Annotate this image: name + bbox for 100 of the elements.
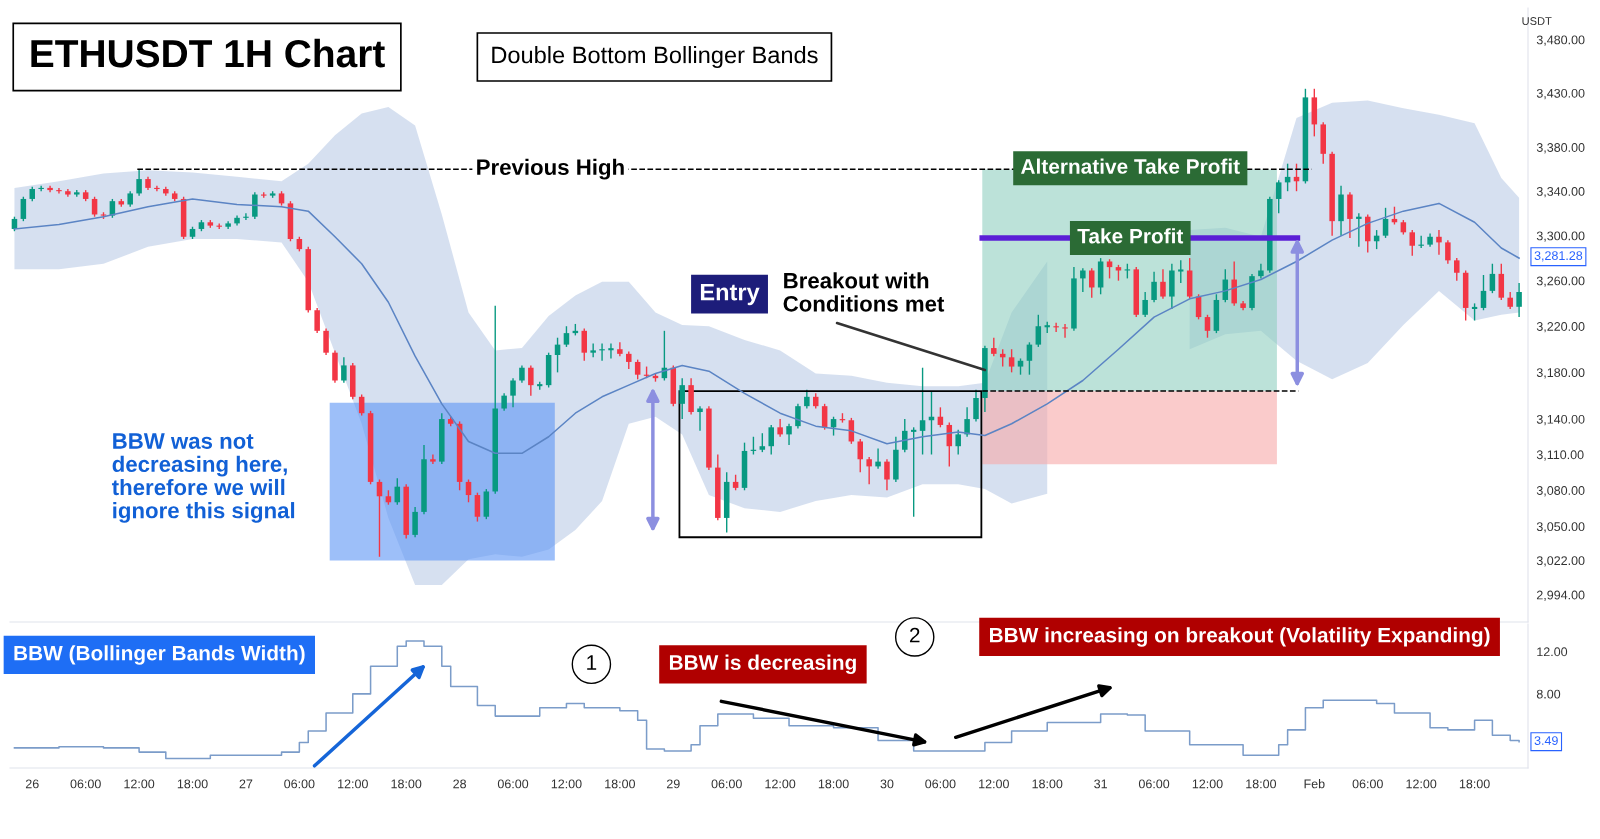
x-tick-label: 18:00 — [1246, 779, 1277, 789]
candlestick — [590, 342, 596, 359]
candlestick — [20, 196, 27, 222]
x-tick-label: 06:00 — [70, 779, 101, 789]
candlestick — [759, 432, 766, 453]
x-tick-label: 29 — [666, 779, 680, 789]
candlestick — [136, 168, 142, 197]
candlestick — [563, 325, 570, 348]
candlestick — [866, 456, 872, 485]
y-tick-label: 3,380.00 — [1536, 143, 1585, 154]
candlestick — [768, 424, 774, 456]
candlestick — [599, 342, 605, 362]
candlestick — [617, 341, 623, 357]
candlestick — [341, 356, 347, 384]
y-tick-label: 3,140.00 — [1536, 414, 1585, 426]
annotation: BBW (Bollinger Bands Width) — [14, 645, 305, 665]
candlestick — [1160, 268, 1166, 300]
x-tick-label: 12:00 — [124, 779, 155, 789]
candlestick — [474, 491, 481, 523]
y-tick-label: 3,110.00 — [1536, 450, 1584, 461]
candlestick — [154, 184, 160, 192]
candlestick — [1204, 314, 1211, 339]
y-tick-label: 3,220.00 — [1536, 322, 1585, 333]
candlestick — [1356, 212, 1362, 248]
x-tick-label: Feb — [1304, 779, 1325, 789]
candlestick — [786, 423, 792, 446]
candlestick — [919, 367, 926, 456]
candlestick — [1418, 234, 1424, 249]
candlestick — [1062, 323, 1068, 339]
candlestick — [1026, 341, 1033, 376]
candlestick — [1445, 239, 1451, 265]
x-tick-label: 12:00 — [765, 779, 796, 789]
candlestick — [964, 406, 970, 438]
candlestick — [884, 458, 890, 491]
y-tick-label: 3,050.00 — [1536, 522, 1585, 533]
y-tick-label: 3,340.00 — [1536, 187, 1585, 198]
candlestick — [1080, 267, 1086, 293]
annotation: 1 — [587, 655, 597, 670]
candlestick — [991, 337, 997, 357]
x-tick-label: 06:00 — [711, 779, 742, 789]
y-tick-label: 3,480.00 — [1536, 35, 1585, 46]
annotation: BBW increasing on breakout (Volatility Expanding) — [990, 627, 1490, 647]
y-tick-label: 3,430.00 — [1536, 88, 1585, 100]
y-tick-label: 12.00 — [1537, 647, 1568, 657]
candlestick — [795, 403, 801, 430]
x-tick-label: 06:00 — [925, 779, 956, 789]
candlestick — [1409, 229, 1416, 257]
candlestick — [875, 447, 881, 470]
candlestick — [528, 364, 534, 397]
x-tick-label: 12:00 — [979, 779, 1009, 789]
candlestick — [581, 327, 588, 362]
candlestick — [1498, 263, 1505, 301]
candlestick — [252, 191, 258, 220]
candlestick — [1088, 267, 1095, 299]
x-tick-label: 12:00 — [551, 779, 582, 789]
x-tick-label: 18:00 — [391, 779, 422, 789]
annotation: 3,281.28 — [1534, 251, 1583, 262]
candlestick — [430, 453, 436, 465]
text: ETHUSDT 1H Chart — [31, 38, 385, 68]
x-tick-label: 18:00 — [605, 779, 636, 789]
candlestick — [955, 428, 961, 456]
y-tick-label: 3,080.00 — [1536, 486, 1585, 497]
annotation: 2 — [909, 627, 920, 643]
x-tick-label: 18:00 — [1459, 779, 1490, 789]
candlestick — [1489, 263, 1496, 294]
candlestick — [1106, 258, 1113, 280]
candlestick — [1008, 348, 1015, 374]
x-tick-label: 06:00 — [497, 779, 529, 789]
candlestick — [1275, 179, 1282, 215]
annotation: 3.49 — [1534, 736, 1558, 745]
candlestick — [323, 327, 329, 356]
candlestick — [243, 212, 249, 221]
y-tick-label: 3,180.00 — [1536, 368, 1585, 379]
annotation: Alternative Take Profit — [1021, 158, 1240, 174]
candlestick — [314, 307, 320, 334]
x-tick-label: 27 — [239, 779, 253, 789]
candlestick — [1053, 322, 1059, 333]
x-tick-label: 06:00 — [1138, 779, 1170, 789]
candlestick — [412, 506, 418, 538]
y-tick-label: 2,994.00 — [1536, 590, 1585, 601]
annotation: BBW was not decreasing here, therefore we will ignore this signal — [111, 433, 295, 523]
candlestick — [1258, 263, 1264, 280]
y-axis-title: USDT — [1522, 17, 1552, 25]
x-tick-label: 12:00 — [1192, 779, 1223, 789]
candlestick — [857, 438, 864, 474]
x-tick-label: 26 — [25, 779, 39, 789]
candlestick — [697, 405, 703, 432]
candlestick — [902, 418, 908, 453]
candlestick — [973, 389, 979, 423]
candlestick — [1151, 270, 1157, 303]
candlestick — [38, 184, 44, 192]
x-tick-label: 18:00 — [177, 779, 208, 789]
candlestick — [634, 358, 641, 381]
annotation: BBW is decreasing — [669, 654, 856, 675]
y-tick-label: 3,300.00 — [1536, 231, 1585, 242]
candlestick — [1142, 291, 1148, 318]
candlestick — [1516, 282, 1522, 318]
y-tick-label: 3,260.00 — [1536, 276, 1585, 287]
candlestick — [679, 377, 685, 420]
y-tick-label: 8.00 — [1536, 689, 1561, 699]
